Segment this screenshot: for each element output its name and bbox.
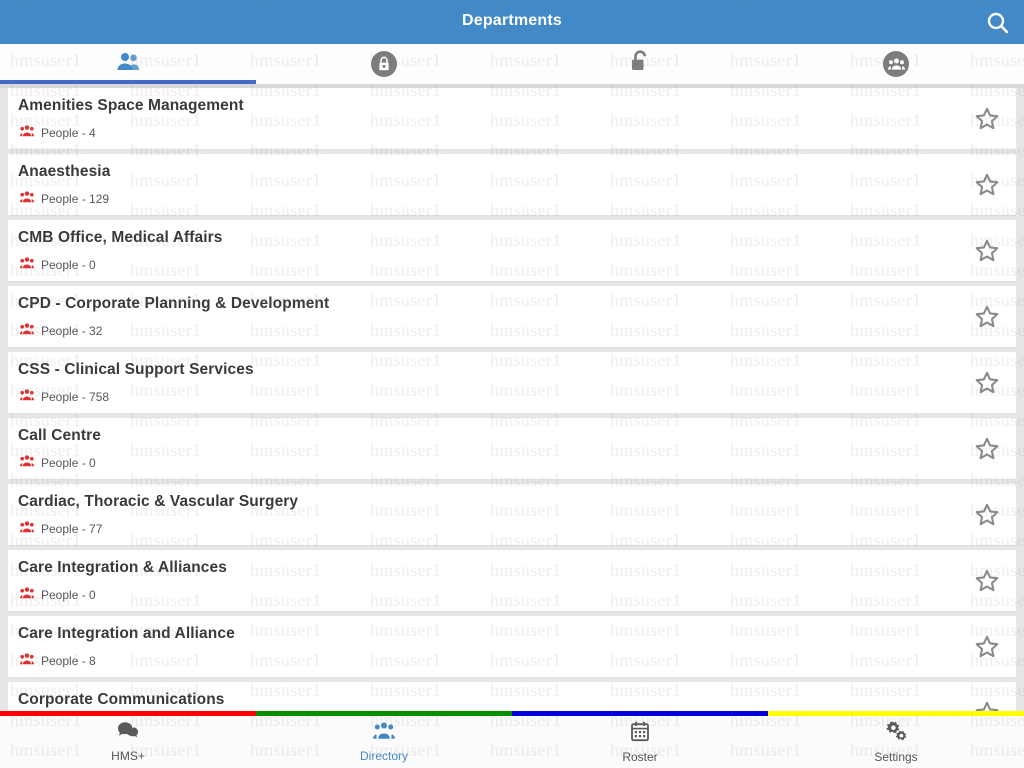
people-group-icon [20, 190, 34, 208]
page-title: Departments [461, 12, 562, 29]
people-count: People - 8 [20, 652, 96, 670]
table-row[interactable]: CSS - Clinical Support Services People - … [8, 352, 1016, 414]
top-header-bar: Departments [0, 0, 1024, 44]
people-count: People - 129 [20, 190, 109, 208]
nav-item-label: Directory [359, 749, 408, 763]
lock-open-icon [629, 49, 651, 80]
favorite-star-icon[interactable] [972, 368, 1002, 398]
people-count-label: People - 0 [41, 258, 96, 272]
people-group-icon [20, 520, 34, 538]
favorite-star-icon[interactable] [972, 302, 1002, 332]
favorite-star-icon[interactable] [972, 104, 1002, 134]
table-row[interactable]: Corporate Communications [8, 682, 1016, 714]
department-name: Cardiac, Thoracic & Vascular Surgery [18, 493, 299, 510]
color-strip-segment-3 [512, 711, 768, 716]
table-row[interactable]: Amenities Space Management People - 4 [8, 88, 1016, 150]
gears-icon [884, 721, 908, 747]
people-count-label: People - 758 [41, 390, 110, 404]
people-count: People - 0 [20, 454, 96, 472]
people-count-label: People - 32 [41, 324, 103, 338]
department-list[interactable]: Amenities Space Management People - 4 Anae… [0, 88, 1024, 714]
nav-item-settings[interactable]: Settings [768, 716, 1024, 768]
color-strip-segment-1 [0, 711, 256, 716]
tabrow-divider [0, 84, 1024, 88]
people-count-label: People - 77 [41, 522, 103, 536]
lock-closed-icon [371, 51, 397, 77]
nav-item-label: Roster [622, 749, 658, 764]
people-count-label: People - 0 [41, 456, 96, 470]
department-name: Care Integration and Alliance [18, 625, 235, 642]
table-row[interactable]: CMB Office, Medical Affairs People - 0 [8, 220, 1016, 282]
people-group-icon [20, 322, 34, 340]
favorite-star-icon[interactable] [972, 632, 1002, 662]
people-count: People - 32 [20, 322, 102, 340]
nav-item-label: Settings [874, 749, 918, 764]
color-strip-segment-4 [768, 711, 1024, 716]
people-count: People - 758 [20, 388, 109, 406]
people-count-label: People - 4 [41, 126, 96, 140]
people-count: People - 77 [20, 520, 102, 538]
people-icon [116, 50, 140, 79]
nav-item-hms[interactable]: HMS+ [0, 716, 256, 768]
people-group-icon [20, 586, 34, 604]
department-name: Anaesthesia [18, 163, 111, 180]
favorite-star-icon[interactable] [972, 500, 1002, 530]
nav-item-roster[interactable]: Roster [512, 716, 768, 768]
bottom-navigation[interactable]: HMS+ Directory Roster Settings [0, 716, 1024, 768]
department-name: Corporate Communications [18, 691, 225, 708]
people-count: People - 4 [20, 124, 96, 142]
segment-tab-group[interactable] [768, 44, 1024, 84]
department-name: Call Centre [18, 427, 101, 444]
segmented-tab-bar[interactable] [0, 44, 1024, 84]
segment-tab-locked[interactable] [256, 44, 512, 84]
table-row[interactable]: Care Integration and Alliance People - 8 [8, 616, 1016, 678]
department-name: CSS - Clinical Support Services [18, 361, 254, 378]
segment-tab-people[interactable] [0, 44, 256, 84]
segment-tab-unlocked[interactable] [512, 44, 768, 84]
directory-people-icon [373, 721, 395, 746]
people-group-icon [20, 124, 34, 142]
nav-item-label: HMS+ [111, 749, 145, 763]
active-tab-underline [0, 80, 256, 84]
group-icon [883, 51, 909, 77]
department-name: Amenities Space Management [18, 97, 244, 114]
table-row[interactable]: Anaesthesia People - 129 [8, 154, 1016, 216]
favorite-star-icon[interactable] [972, 434, 1002, 464]
favorite-star-icon[interactable] [972, 566, 1002, 596]
color-strip-segment-2 [256, 711, 512, 716]
people-group-icon [20, 388, 34, 406]
table-row[interactable]: Care Integration & Alliances People - 0 [8, 550, 1016, 612]
people-count: People - 0 [20, 256, 96, 274]
table-row[interactable]: Call Centre People - 0 [8, 418, 1016, 480]
color-strip [0, 711, 1024, 716]
people-count-label: People - 129 [41, 192, 110, 206]
search-icon[interactable] [980, 5, 1016, 41]
favorite-star-icon[interactable] [972, 236, 1002, 266]
people-group-icon [20, 256, 34, 274]
department-name: CPD - Corporate Planning & Development [18, 295, 330, 312]
people-group-icon [20, 454, 34, 472]
favorite-star-icon[interactable] [972, 698, 1002, 714]
table-row[interactable]: CPD - Corporate Planning & Development Pe… [8, 286, 1016, 348]
department-name: CMB Office, Medical Affairs [18, 229, 223, 246]
favorite-star-icon[interactable] [972, 170, 1002, 200]
people-count-label: People - 8 [41, 654, 96, 668]
people-count: People - 0 [20, 586, 96, 604]
table-row[interactable]: Cardiac, Thoracic & Vascular Surgery Peop… [8, 484, 1016, 546]
department-name: Care Integration & Alliances [18, 559, 227, 576]
people-count-label: People - 0 [41, 588, 96, 602]
people-group-icon [20, 652, 34, 670]
nav-item-directory[interactable]: Directory [256, 716, 512, 768]
chat-bubbles-icon [117, 721, 139, 746]
calendar-icon [630, 721, 650, 747]
